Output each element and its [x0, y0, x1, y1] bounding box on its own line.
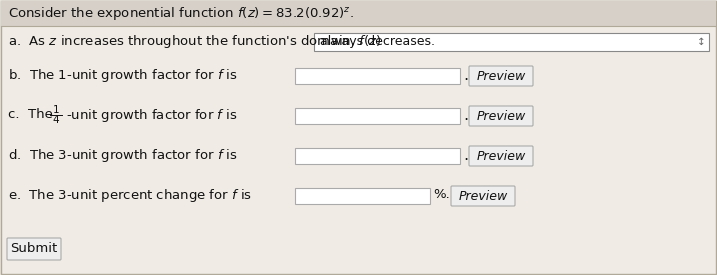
Text: d.  The 3-unit growth factor for $f$ is: d. The 3-unit growth factor for $f$ is	[8, 147, 238, 164]
Text: a.  As $z$ increases throughout the function's domain, $f(z)$: a. As $z$ increases throughout the funct…	[8, 34, 381, 51]
Text: c.  The: c. The	[8, 109, 57, 122]
Text: .: .	[463, 67, 468, 82]
Text: %.: %.	[433, 188, 450, 202]
Text: .: .	[463, 108, 468, 122]
Bar	[1, 1, 716, 26]
Text: 1: 1	[52, 105, 60, 115]
Text: ↕: ↕	[697, 37, 706, 47]
FancyBboxPatch shape	[7, 238, 61, 260]
Text: e.  The 3-unit percent change for $f$ is: e. The 3-unit percent change for $f$ is	[8, 186, 252, 204]
Bar	[295, 108, 460, 124]
Bar	[295, 68, 460, 84]
Bar	[295, 188, 430, 204]
FancyBboxPatch shape	[469, 106, 533, 126]
Text: Preview: Preview	[476, 70, 526, 82]
Bar	[314, 33, 709, 51]
Text: always decreases.: always decreases.	[320, 35, 435, 48]
Text: b.  The 1-unit growth factor for $f$ is: b. The 1-unit growth factor for $f$ is	[8, 67, 238, 84]
Text: Consider the exponential function $f(z) = 83.2(0.92)^z$.: Consider the exponential function $f(z) …	[8, 6, 354, 23]
Text: Submit: Submit	[10, 243, 57, 255]
Bar	[295, 148, 460, 164]
Text: -unit growth factor for $f$ is: -unit growth factor for $f$ is	[66, 106, 237, 123]
Text: Preview: Preview	[476, 109, 526, 122]
FancyBboxPatch shape	[451, 186, 515, 206]
FancyBboxPatch shape	[469, 146, 533, 166]
Text: Preview: Preview	[476, 150, 526, 163]
Text: Preview: Preview	[458, 189, 508, 202]
Text: .: .	[463, 147, 468, 163]
FancyBboxPatch shape	[469, 66, 533, 86]
Text: 4: 4	[52, 115, 60, 125]
